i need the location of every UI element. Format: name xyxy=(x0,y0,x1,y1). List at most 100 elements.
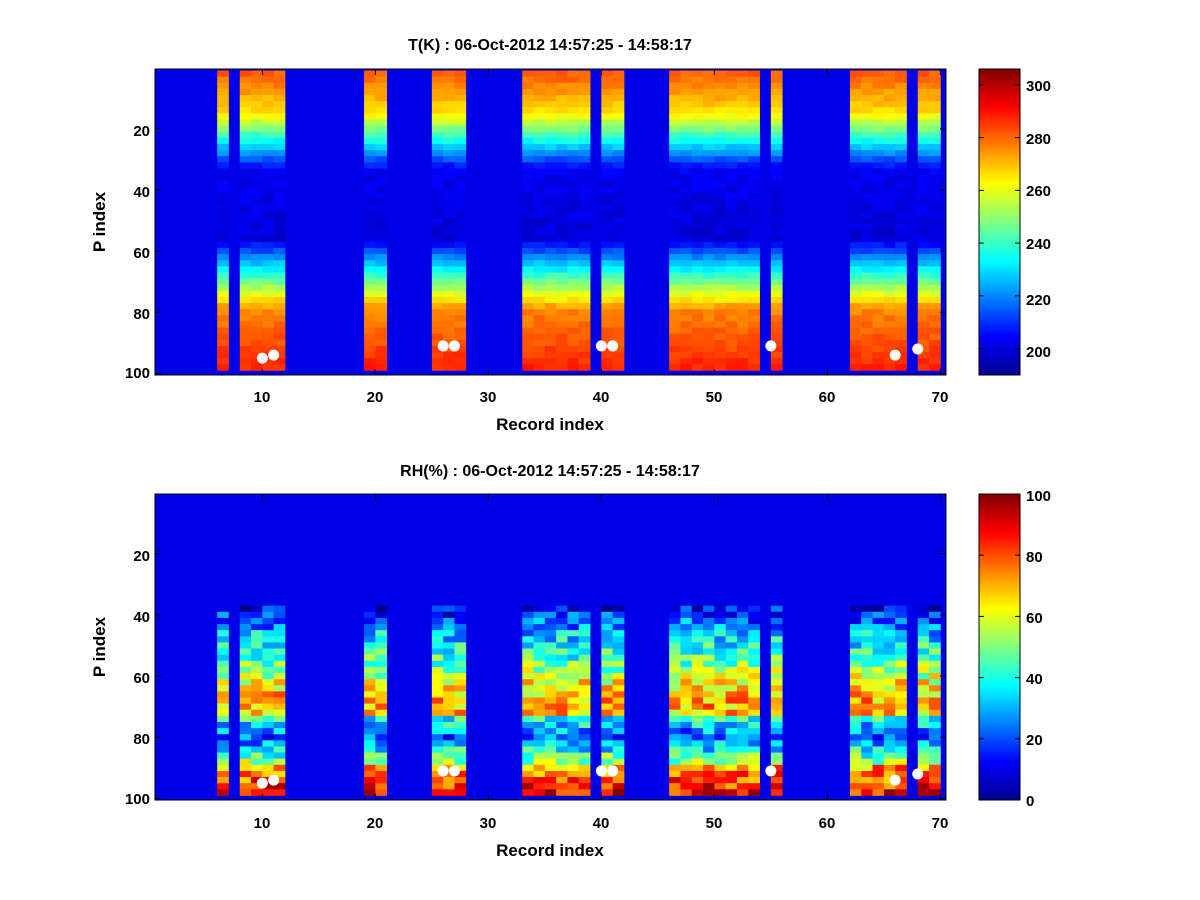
heatmap-cell xyxy=(251,290,263,298)
heatmap-cell xyxy=(601,205,614,212)
heatmap-cell xyxy=(431,636,444,643)
heatmap-cell xyxy=(849,709,862,717)
heatmap-cell xyxy=(522,88,534,96)
heatmap-cell xyxy=(364,642,376,649)
heatmap-cell xyxy=(556,685,568,692)
heatmap-cell xyxy=(691,137,704,145)
heatmap-cell xyxy=(567,728,580,735)
heatmap-cell xyxy=(612,685,625,692)
heatmap-cell xyxy=(567,107,580,114)
heatmap-cell xyxy=(454,709,467,717)
heatmap-cell xyxy=(578,721,591,729)
heatmap-cell xyxy=(217,605,229,613)
heatmap-cell xyxy=(578,611,591,619)
heatmap-cell xyxy=(680,758,693,766)
heatmap-cell xyxy=(273,339,286,347)
heatmap-cell xyxy=(714,648,727,656)
heatmap-cell xyxy=(567,721,580,729)
heatmap-cell xyxy=(522,205,534,212)
heatmap-cell xyxy=(567,770,580,778)
heatmap-cell xyxy=(736,156,749,163)
heatmap-cell xyxy=(895,199,907,206)
heatmap-cell xyxy=(669,358,681,365)
heatmap-cell xyxy=(883,345,896,353)
heatmap-cell xyxy=(725,290,738,298)
heatmap-cell xyxy=(725,137,738,145)
heatmap-cell xyxy=(533,728,546,735)
heatmap-cell xyxy=(522,666,534,674)
heatmap-cell xyxy=(883,76,896,84)
heatmap-cell xyxy=(725,642,738,649)
heatmap-cell xyxy=(601,278,614,286)
heatmap-cell xyxy=(364,278,376,286)
heatmap-cell xyxy=(849,150,862,157)
heatmap-cell xyxy=(273,174,286,182)
heatmap-cell xyxy=(567,290,580,298)
heatmap-cell xyxy=(612,636,625,643)
heatmap-cell xyxy=(612,70,625,78)
heatmap-cell xyxy=(917,229,930,237)
heatmap-cell xyxy=(883,666,896,674)
x-tick-label: 10 xyxy=(254,389,271,406)
heatmap-cell xyxy=(522,272,534,280)
heatmap-cell xyxy=(895,95,907,102)
heatmap-cell xyxy=(251,235,263,243)
heatmap-cell xyxy=(736,260,749,267)
heatmap-cell xyxy=(533,309,546,316)
y-tick-label: 80 xyxy=(133,731,150,748)
heatmap-cell xyxy=(895,728,907,735)
heatmap-cell xyxy=(895,770,907,778)
heatmap-cell xyxy=(431,764,444,772)
heatmap-cell xyxy=(443,254,455,261)
heatmap-cell xyxy=(375,315,388,322)
heatmap-cell xyxy=(443,217,455,224)
heatmap-cell xyxy=(454,284,467,292)
heatmap-cell xyxy=(691,673,704,680)
heatmap-cell xyxy=(861,95,873,102)
heatmap-cell xyxy=(522,303,534,310)
heatmap-cell xyxy=(251,777,263,784)
heatmap-cell xyxy=(691,358,704,365)
heatmap-cell xyxy=(601,125,614,133)
heatmap-cell xyxy=(691,266,704,273)
heatmap-cell xyxy=(578,660,591,668)
heatmap-cell xyxy=(669,636,681,643)
heatmap-cell xyxy=(522,648,534,656)
heatmap-cell xyxy=(239,770,252,778)
heatmap-cell xyxy=(578,605,591,613)
heatmap-cell xyxy=(262,143,275,151)
heatmap-cell xyxy=(533,143,546,151)
heatmap-cell xyxy=(861,691,873,698)
heatmap-cell xyxy=(725,303,738,310)
heatmap-cell xyxy=(714,186,727,194)
heatmap-cell xyxy=(443,290,455,298)
heatmap-cell xyxy=(748,697,760,705)
heatmap-cell xyxy=(725,229,738,237)
heatmap-cell xyxy=(703,333,715,341)
heatmap-cell xyxy=(714,333,727,341)
heatmap-cell xyxy=(861,758,873,766)
heatmap-cell xyxy=(895,260,907,267)
heatmap-cell xyxy=(251,272,263,280)
heatmap-cell xyxy=(929,673,941,680)
heatmap-cell xyxy=(217,636,229,643)
heatmap-cell xyxy=(454,254,467,261)
heatmap-cell xyxy=(872,296,885,304)
heatmap-cell xyxy=(273,630,286,637)
heatmap-cell xyxy=(872,685,885,692)
heatmap-cell xyxy=(917,642,930,649)
heatmap-cell xyxy=(578,339,591,347)
heatmap-cell xyxy=(883,131,896,139)
heatmap-cell xyxy=(567,789,580,796)
heatmap-cell xyxy=(703,777,715,784)
x-tick-label: 60 xyxy=(819,389,836,406)
heatmap-cell xyxy=(929,217,941,224)
heatmap-cell xyxy=(872,642,885,649)
heatmap-cell xyxy=(454,143,467,151)
heatmap-cell xyxy=(725,235,738,243)
heatmap-cell xyxy=(454,611,467,619)
heatmap-cell xyxy=(929,88,941,96)
heatmap-cell xyxy=(612,290,625,298)
heatmap-cell xyxy=(703,229,715,237)
x-tick-label: 70 xyxy=(932,815,949,832)
